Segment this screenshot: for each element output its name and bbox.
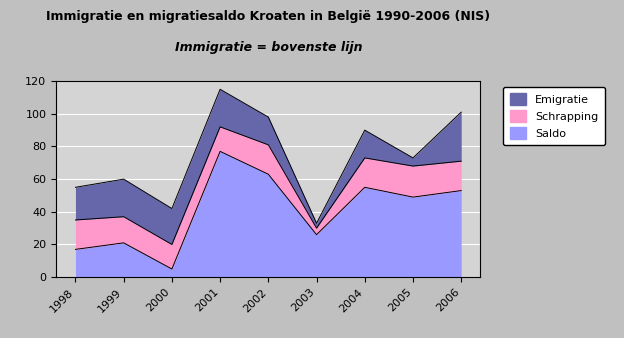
Text: Immigratie = bovenste lijn: Immigratie = bovenste lijn	[175, 41, 362, 53]
Text: Immigratie en migratiesaldo Kroaten in België 1990-2006 (NIS): Immigratie en migratiesaldo Kroaten in B…	[46, 10, 490, 23]
Legend: Emigratie, Schrapping, Saldo: Emigratie, Schrapping, Saldo	[503, 87, 605, 145]
